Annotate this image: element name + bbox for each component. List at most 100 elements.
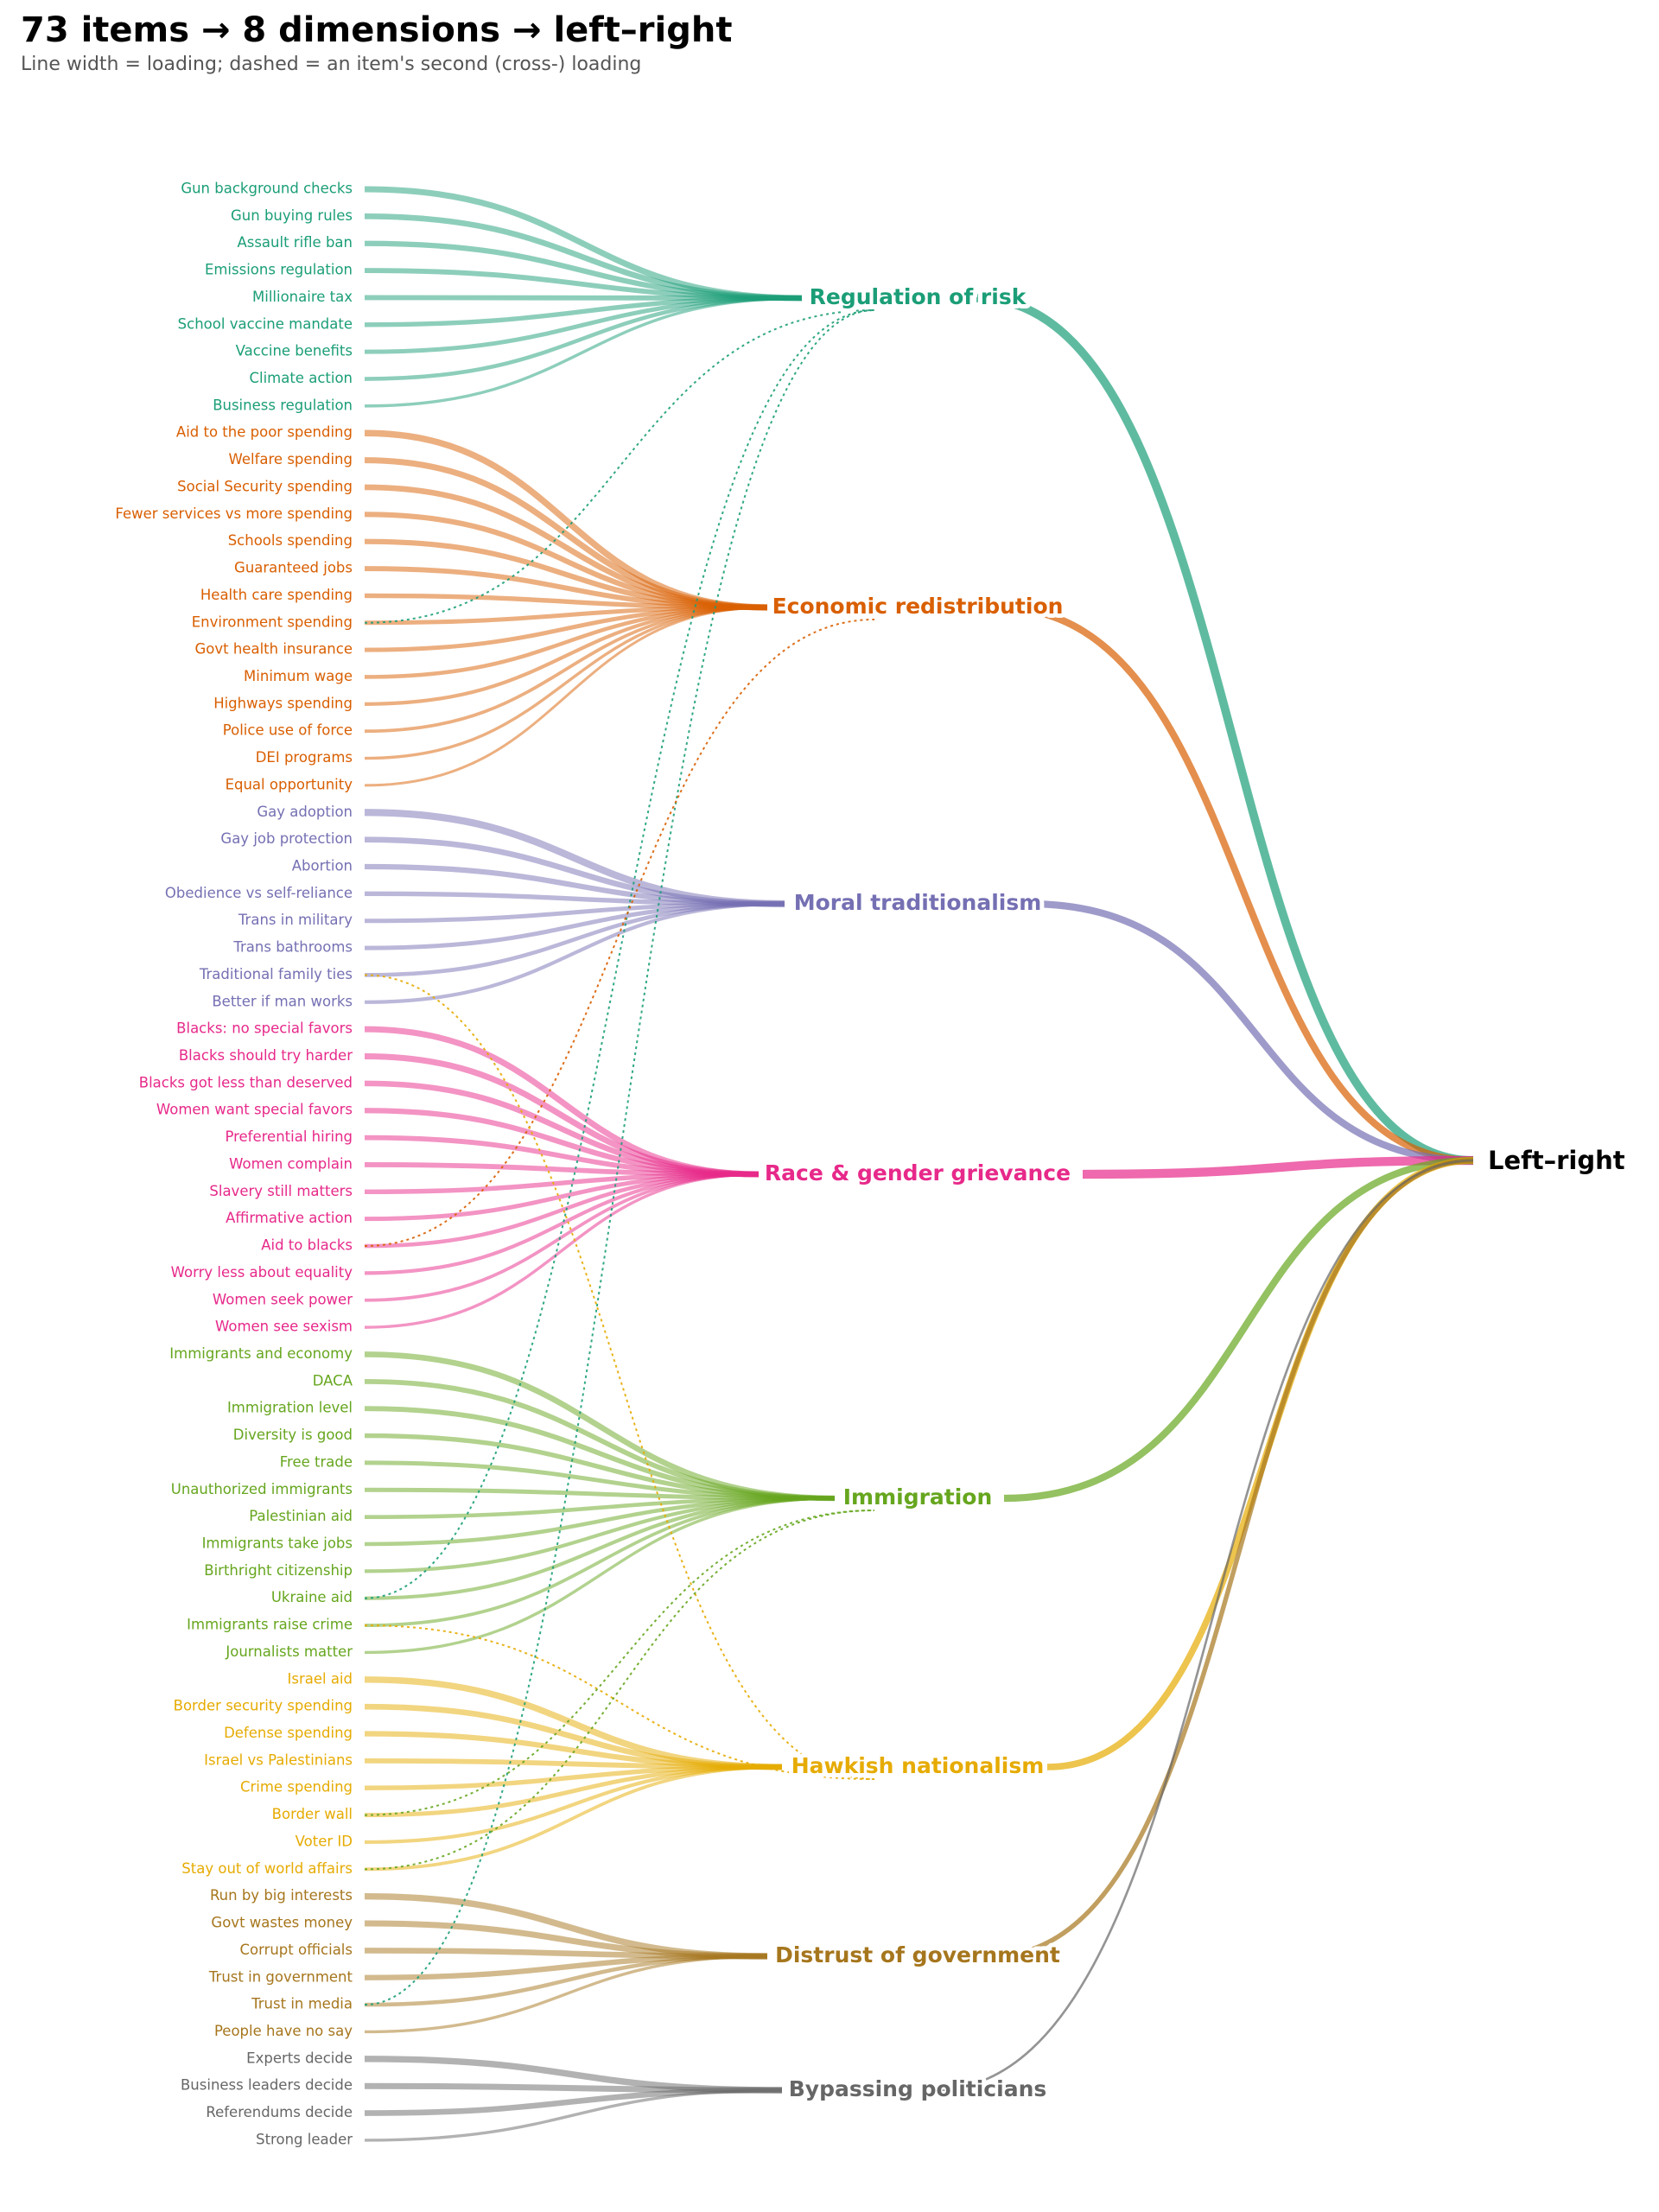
dimension-link-regulation-of-risk	[976, 294, 1474, 1165]
item-label-gun-buying-rules: Gun buying rules	[231, 207, 353, 224]
dimension-label-regulation-of-risk: Regulation of risk	[810, 284, 1027, 309]
item-label-women-want-special-favors: Women want special favors	[156, 1102, 353, 1118]
item-label-govt-health-insurance: Govt health insurance	[194, 641, 353, 658]
item-label-slavery-still-matters: Slavery still matters	[209, 1183, 353, 1199]
item-label-trust-in-media: Trust in media	[251, 1996, 353, 2012]
link-journalists-matter	[364, 1497, 836, 1655]
item-label-journalists-matter: Journalists matter	[225, 1643, 353, 1660]
item-label-palestinian-aid: Palestinian aid	[249, 1508, 353, 1524]
item-label-defense-spending: Defense spending	[224, 1725, 353, 1741]
link-business-regulation	[364, 296, 803, 408]
item-label-israel-aid: Israel aid	[287, 1670, 353, 1687]
item-label-free-trade: Free trade	[280, 1453, 353, 1470]
chart-title: 73 items → 8 dimensions → left–right	[21, 10, 733, 50]
dimension-links	[932, 294, 1474, 2092]
link-better-if-man-works	[364, 901, 785, 1004]
item-label-environment-spending: Environment spending	[192, 613, 353, 630]
link-strong-leader	[364, 2088, 783, 2142]
link-fewer-services-vs-more-spending	[364, 512, 768, 611]
dimension-label-race-gender-grievance: Race & gender grievance	[765, 1160, 1071, 1185]
item-label-border-security-spending: Border security spending	[174, 1698, 353, 1714]
item-label-corrupt-officials: Corrupt officials	[239, 1942, 353, 1958]
item-label-blacks-got-less-than-deserved: Blacks got less than deserved	[139, 1074, 353, 1090]
dimension-link-distrust-of-government	[990, 1158, 1474, 1959]
item-label-schools-spending: Schools spending	[228, 532, 353, 549]
item-label-minimum-wage: Minimum wage	[244, 668, 353, 684]
item-label-aid-to-blacks: Aid to blacks	[261, 1237, 353, 1254]
item-label-preferential-hiring: Preferential hiring	[225, 1128, 353, 1145]
item-label-millionaire-tax: Millionaire tax	[252, 289, 353, 305]
item-label-immigrants-take-jobs: Immigrants take jobs	[202, 1535, 353, 1552]
link-dei-programs	[364, 606, 768, 760]
dimension-label-halo: Race & gender grievance	[765, 1160, 1071, 1185]
item-label-immigrants-raise-crime: Immigrants raise crime	[187, 1617, 353, 1633]
item-label-obedience-vs-self-reliance: Obedience vs self-reliance	[165, 885, 353, 901]
dimension-label-halo: Immigration	[843, 1484, 993, 1510]
link-police-use-of-force	[364, 606, 768, 734]
link-equal-opportunity	[364, 606, 768, 787]
item-label-school-vaccine-mandate: School vaccine mandate	[178, 315, 353, 332]
item-labels: Gun background checks Gun buying rules Ass…	[115, 181, 353, 2148]
dimension-link-moral-traditionalism	[1027, 899, 1474, 1165]
dimension-label-halo: Economic redistribution	[772, 594, 1064, 619]
item-label-israel-vs-palestinians: Israel vs Palestinians	[204, 1751, 353, 1768]
item-label-diversity-is-good: Diversity is good	[233, 1427, 353, 1443]
item-label-gun-background-checks: Gun background checks	[181, 181, 353, 197]
item-label-climate-action: Climate action	[249, 370, 353, 386]
dimension-link-hawkish-nationalism	[1046, 1157, 1474, 1770]
item-label-govt-wastes-money: Govt wastes money	[211, 1915, 353, 1931]
item-label-gay-adoption: Gay adoption	[257, 804, 353, 820]
link-trust-in-media	[364, 1954, 768, 2007]
dimension-label-halo: Regulation of risk	[810, 284, 1027, 309]
item-label-women-see-sexism: Women see sexism	[215, 1319, 353, 1335]
link-welfare-spending	[364, 457, 768, 611]
item-label-experts-decide: Experts decide	[246, 2050, 353, 2066]
item-label-blacks-no-special-favors: Blacks: no special favors	[176, 1020, 353, 1037]
dimension-label-moral-traditionalism: Moral traditionalism	[794, 890, 1042, 915]
dimension-label-distrust-of-government: Distrust of government	[775, 1942, 1060, 1967]
link-blacks-got-less-than-deserved	[364, 1080, 760, 1178]
item-label-fewer-services-vs-more-spending: Fewer services vs more spending	[115, 505, 353, 522]
item-label-better-if-man-works: Better if man works	[212, 993, 353, 1009]
item-label-health-care-spending: Health care spending	[200, 587, 353, 603]
link-blacks-no-special-favors	[364, 1026, 760, 1178]
cross-link-border-wall	[364, 1510, 875, 1816]
item-label-blacks-should-try-harder: Blacks should try harder	[179, 1047, 353, 1064]
item-label-worry-less-about-equality: Worry less about equality	[171, 1264, 353, 1281]
item-label-women-complain: Women complain	[229, 1155, 353, 1172]
item-label-ukraine-aid: Ukraine aid	[271, 1589, 353, 1605]
link-people-have-no-say	[364, 1955, 768, 2034]
item-label-immigration-level: Immigration level	[227, 1400, 353, 1416]
item-label-equal-opportunity: Equal opportunity	[226, 776, 353, 792]
dimension-label-hawkish-nationalism: Hawkish nationalism	[791, 1753, 1045, 1778]
cross-link-traditional-family-ties	[364, 974, 875, 1780]
link-referendums-decide	[364, 2087, 783, 2116]
dimension-label-halo: Hawkish nationalism	[791, 1753, 1045, 1778]
item-label-stay-out-of-world-affairs: Stay out of world affairs	[181, 1860, 353, 1877]
item-label-voter-id: Voter ID	[296, 1833, 353, 1849]
link-immigration-level	[364, 1406, 836, 1501]
item-label-trans-in-military: Trans in military	[238, 912, 353, 928]
item-label-social-security-spending: Social Security spending	[177, 478, 353, 494]
link-immigrants-and-economy	[364, 1351, 836, 1502]
item-label-gay-job-protection: Gay job protection	[220, 830, 353, 847]
item-label-guaranteed-jobs: Guaranteed jobs	[234, 560, 353, 576]
item-label-assault-rifle-ban: Assault rifle ban	[237, 234, 353, 251]
item-label-highways-spending: Highways spending	[213, 695, 353, 711]
item-label-trust-in-government: Trust in government	[208, 1968, 353, 1985]
item-label-emissions-regulation: Emissions regulation	[205, 262, 353, 278]
item-label-dei-programs: DEI programs	[256, 749, 353, 766]
item-label-business-regulation: Business regulation	[213, 397, 353, 413]
dimension-link-bypassing-politicians	[932, 1159, 1474, 2092]
item-label-unauthorized-immigrants: Unauthorized immigrants	[171, 1481, 353, 1497]
link-women-see-sexism	[364, 1173, 760, 1329]
item-label-strong-leader: Strong leader	[256, 2131, 353, 2147]
item-links	[364, 186, 836, 2142]
cross-link-ukraine-aid	[364, 309, 875, 1599]
item-label-vaccine-benefits: Vaccine benefits	[236, 343, 353, 359]
item-label-traditional-family-ties: Traditional family ties	[199, 966, 353, 982]
dimension-link-race-gender-grievance	[1082, 1155, 1474, 1179]
link-border-wall	[364, 1764, 783, 1818]
